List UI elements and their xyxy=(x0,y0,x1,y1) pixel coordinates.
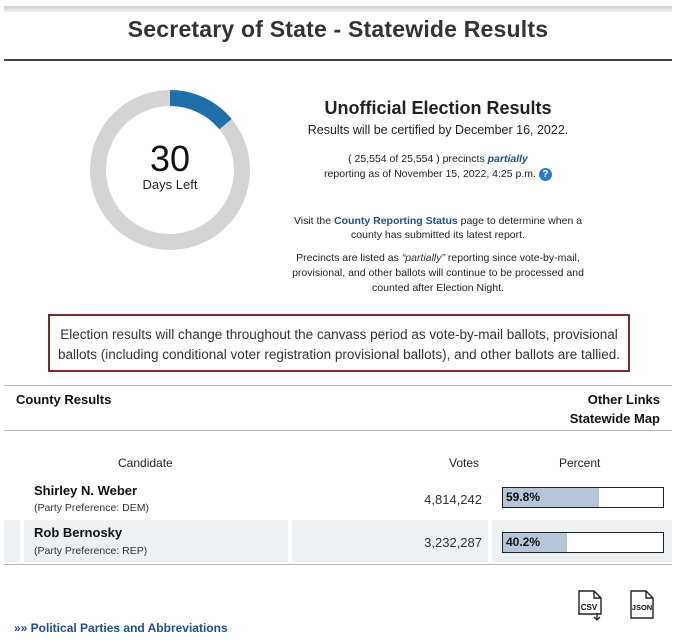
candidate-name: Shirley N. Weber xyxy=(34,483,138,498)
candidate-votes: 4,814,242 xyxy=(424,492,482,507)
header-percent: Percent xyxy=(559,456,601,470)
page-title: Secretary of State - Statewide Results xyxy=(127,16,549,42)
partial-text-emph: “partially” xyxy=(401,252,445,264)
row-bg-cell xyxy=(4,520,20,562)
title-divider xyxy=(4,59,672,61)
percent-bar: 40.2% xyxy=(502,532,664,553)
header-candidate: Candidate xyxy=(118,456,173,470)
percent-bar: 59.8% xyxy=(502,487,664,508)
county-results-link[interactable]: County Results xyxy=(16,392,112,407)
section-divider xyxy=(4,430,672,431)
percent-bar-fill xyxy=(503,533,568,552)
county-status-note: Visit the County Reporting Status page t… xyxy=(280,214,596,242)
days-left-count: 30 xyxy=(149,138,191,179)
candidate-party: (Party Preference: REP) xyxy=(34,545,148,557)
candidate-party: (Party Preference: DEM) xyxy=(34,502,149,514)
partial-text-post: reporting since vote-by-mail, provisiona… xyxy=(292,252,584,294)
precincts-count: ( 25,554 of 25,554 ) precincts xyxy=(348,153,488,165)
partial-text-pre: Precincts are listed as xyxy=(296,252,402,264)
other-links-label[interactable]: Other Links xyxy=(587,392,660,407)
table-row: Rob Bernosky (Party Preference: REP) 3,2… xyxy=(4,520,672,562)
precincts-partially: partially xyxy=(487,153,528,165)
table-row: Shirley N. Weber (Party Preference: DEM)… xyxy=(4,479,672,521)
csv-icon-label: CSV xyxy=(581,603,598,612)
json-download-icon[interactable]: JSON xyxy=(628,590,656,622)
help-circle-icon[interactable]: ? xyxy=(538,167,552,181)
gauge-fill xyxy=(169,90,232,130)
percent-label: 40.2% xyxy=(506,535,541,549)
candidate-name: Rob Bernosky xyxy=(34,525,123,540)
csv-download-icon[interactable]: CSV xyxy=(576,590,604,622)
precincts-reporting: ( 25,554 of 25,554 ) precincts partially… xyxy=(300,152,576,182)
visit-text-pre: Visit the xyxy=(293,215,335,227)
political-parties-link[interactable]: »» Political Parties and Abbreviations xyxy=(14,621,228,635)
percent-label: 59.8% xyxy=(506,490,541,504)
county-reporting-status-link[interactable]: County Reporting Status xyxy=(334,215,458,227)
partial-reporting-note: Precincts are listed as “partially” repo… xyxy=(280,251,596,296)
row-bg-cell xyxy=(24,520,288,562)
days-left-label: Days Left xyxy=(142,177,198,192)
json-icon-label: JSON xyxy=(632,603,652,612)
certification-date: Results will be certified by December 16… xyxy=(307,123,569,137)
statewide-map-link[interactable]: Statewide Map xyxy=(569,411,660,426)
days-left-gauge xyxy=(88,88,252,252)
precincts-reporting-time: reporting as of November 15, 2022, 4:25 … xyxy=(324,168,536,180)
section-divider xyxy=(4,385,672,386)
row-bg-cell xyxy=(292,520,488,562)
table-bottom-divider xyxy=(4,564,672,565)
top-bar xyxy=(4,6,672,12)
candidate-votes: 3,232,287 xyxy=(424,535,482,550)
header-votes: Votes xyxy=(449,456,480,470)
visit-text-post: page to determine when a county has subm… xyxy=(351,215,583,241)
canvass-notice: Election results will change throughout … xyxy=(48,314,630,372)
percent-bar-fill xyxy=(503,488,599,507)
results-heading: Unofficial Election Results xyxy=(324,98,552,118)
